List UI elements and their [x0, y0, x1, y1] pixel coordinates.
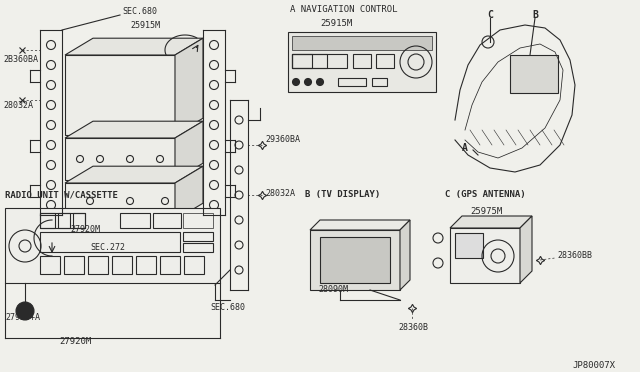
Text: 28360B: 28360B — [398, 324, 428, 333]
Polygon shape — [175, 38, 203, 135]
Bar — [510, 55, 558, 93]
Bar — [455, 233, 483, 258]
Circle shape — [317, 78, 323, 86]
Text: SEC.680: SEC.680 — [122, 7, 157, 16]
Text: RADIO UNIT W/CASSETTE: RADIO UNIT W/CASSETTE — [5, 190, 118, 199]
Text: 25975M: 25975M — [470, 208, 502, 217]
Text: C: C — [487, 10, 493, 20]
Text: C (GPS ANTENNA): C (GPS ANTENNA) — [445, 190, 525, 199]
Text: B (TV DISPLAY): B (TV DISPLAY) — [305, 190, 380, 199]
Bar — [292, 36, 432, 50]
Bar — [183, 213, 213, 228]
Bar — [292, 54, 327, 68]
Text: 25915M: 25915M — [320, 19, 352, 28]
Bar — [450, 228, 520, 283]
Bar — [40, 213, 55, 228]
Text: 28360BB: 28360BB — [557, 251, 592, 260]
Bar — [65, 183, 175, 220]
Text: 2B360BA: 2B360BA — [3, 55, 38, 64]
Bar — [65, 55, 175, 135]
Bar — [5, 208, 220, 283]
Bar — [40, 213, 85, 228]
Circle shape — [305, 78, 312, 86]
Bar — [58, 213, 70, 228]
Circle shape — [16, 302, 34, 320]
Text: SEC.680: SEC.680 — [210, 304, 245, 312]
Bar — [65, 138, 175, 180]
Text: 28032A: 28032A — [3, 100, 33, 109]
Bar — [376, 54, 394, 68]
Bar — [183, 243, 213, 252]
Polygon shape — [310, 230, 400, 290]
Bar — [184, 256, 204, 274]
Text: JP80007X: JP80007X — [572, 360, 615, 369]
Bar — [372, 78, 387, 86]
Bar — [338, 78, 366, 86]
Bar — [112, 256, 132, 274]
Polygon shape — [310, 220, 410, 230]
Text: A: A — [462, 143, 468, 153]
Bar — [292, 54, 312, 68]
Polygon shape — [65, 166, 203, 183]
Bar — [64, 256, 84, 274]
Text: 28032A: 28032A — [265, 189, 295, 198]
Bar — [160, 256, 180, 274]
Bar — [183, 232, 213, 241]
Text: A NAVIGATION CONTROL: A NAVIGATION CONTROL — [290, 6, 397, 15]
Polygon shape — [65, 121, 203, 138]
Text: 27923+A: 27923+A — [5, 314, 40, 323]
Text: 25915M: 25915M — [130, 20, 160, 29]
Polygon shape — [175, 166, 203, 220]
Bar — [40, 232, 180, 252]
Bar — [120, 213, 150, 228]
Text: B: B — [532, 10, 538, 20]
Text: SEC.272: SEC.272 — [90, 244, 125, 253]
Bar — [136, 256, 156, 274]
Polygon shape — [450, 216, 532, 228]
Text: 29360BA: 29360BA — [265, 135, 300, 144]
Polygon shape — [520, 216, 532, 283]
Bar — [292, 54, 347, 68]
Polygon shape — [65, 38, 203, 55]
Circle shape — [292, 78, 300, 86]
Polygon shape — [175, 121, 203, 180]
Bar — [88, 256, 108, 274]
Text: 27920M: 27920M — [59, 337, 91, 346]
Bar — [288, 32, 436, 92]
Text: 28090M: 28090M — [318, 285, 348, 295]
Bar — [353, 54, 371, 68]
Bar — [153, 213, 181, 228]
Polygon shape — [320, 237, 390, 283]
Polygon shape — [400, 220, 410, 290]
Bar — [73, 213, 85, 228]
Text: 27920M: 27920M — [70, 225, 100, 234]
Bar — [40, 256, 60, 274]
